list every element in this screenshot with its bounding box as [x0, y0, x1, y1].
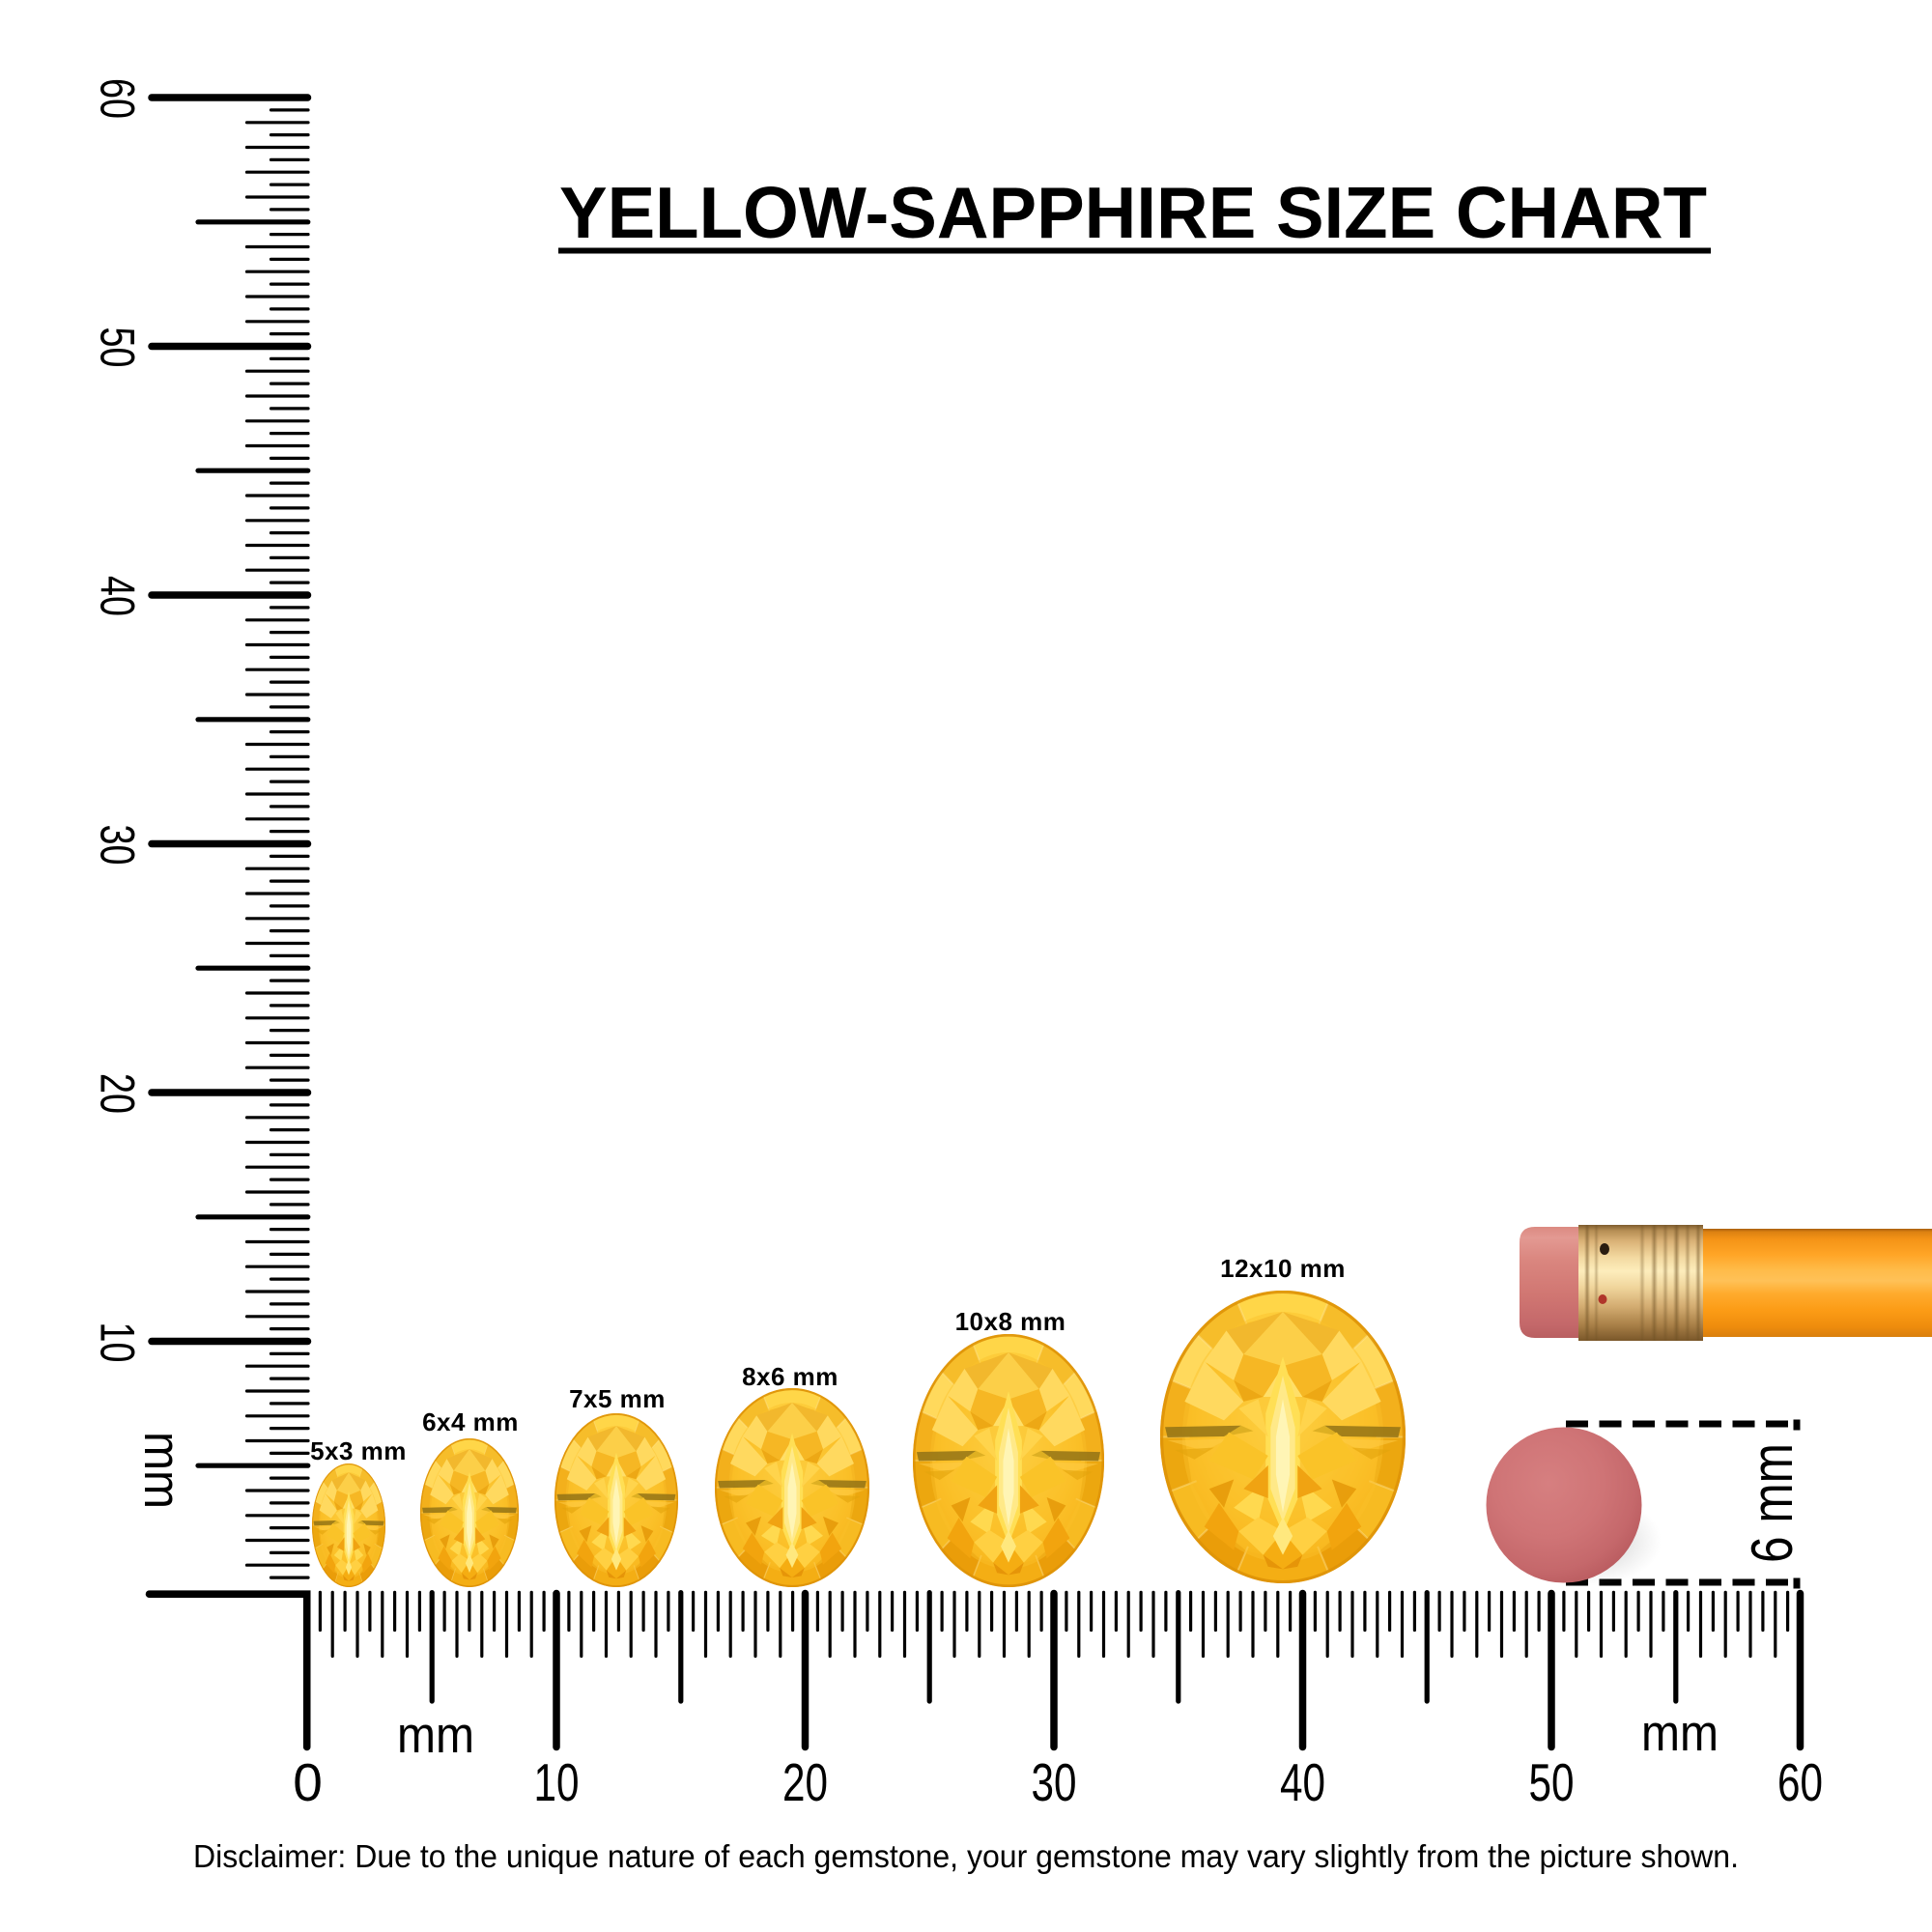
svg-text:40: 40: [1280, 1752, 1325, 1812]
svg-text:6 mm: 6 mm: [1740, 1443, 1804, 1563]
svg-text:mm: mm: [1641, 1705, 1719, 1762]
svg-text:10x8 mm: 10x8 mm: [955, 1307, 1066, 1336]
svg-text:60: 60: [91, 78, 145, 119]
svg-text:YELLOW-SAPPHIRE SIZE CHART: YELLOW-SAPPHIRE SIZE CHART: [559, 172, 1707, 253]
svg-text:10: 10: [534, 1752, 580, 1812]
svg-text:6x4 mm: 6x4 mm: [422, 1407, 519, 1436]
svg-text:mm: mm: [133, 1432, 190, 1509]
svg-text:50: 50: [1529, 1752, 1575, 1812]
svg-text:30: 30: [91, 825, 145, 866]
svg-text:mm: mm: [397, 1707, 474, 1764]
svg-text:8x6 mm: 8x6 mm: [742, 1362, 838, 1391]
svg-text:20: 20: [91, 1073, 145, 1114]
svg-text:60: 60: [1777, 1752, 1823, 1812]
svg-text:12x10 mm: 12x10 mm: [1220, 1254, 1346, 1283]
svg-text:50: 50: [91, 327, 145, 368]
svg-text:0: 0: [293, 1752, 323, 1812]
svg-text:5x3 mm: 5x3 mm: [310, 1436, 407, 1465]
svg-text:7x5 mm: 7x5 mm: [569, 1384, 666, 1413]
svg-text:20: 20: [782, 1752, 828, 1812]
svg-text:10: 10: [91, 1322, 145, 1363]
svg-text:Disclaimer: Due to the unique: Disclaimer: Due to the unique nature of …: [193, 1838, 1739, 1874]
svg-text:30: 30: [1032, 1752, 1077, 1812]
svg-text:40: 40: [91, 576, 145, 616]
